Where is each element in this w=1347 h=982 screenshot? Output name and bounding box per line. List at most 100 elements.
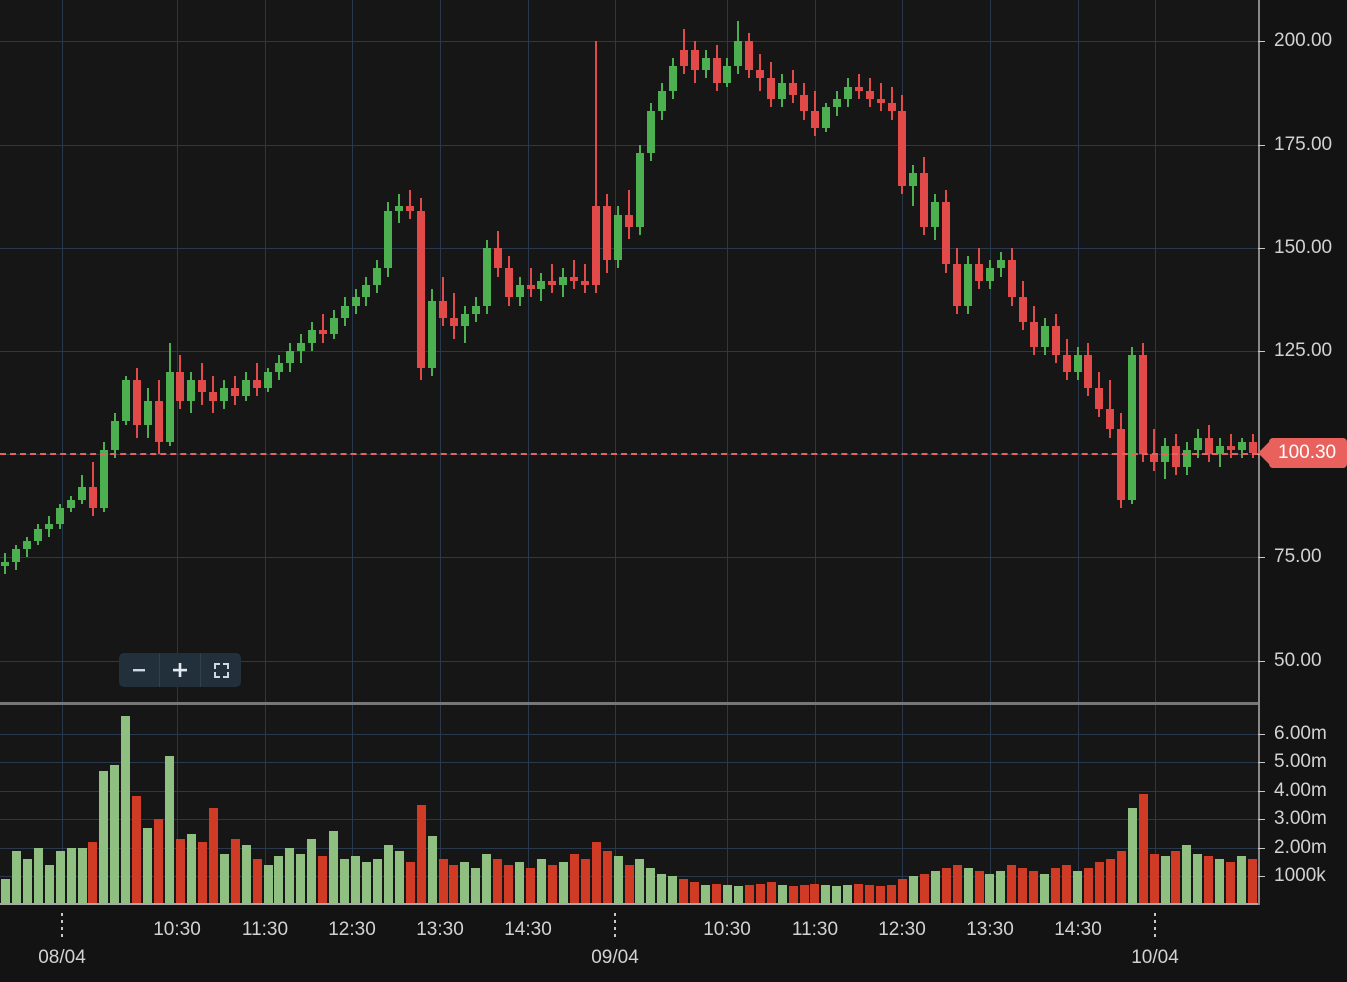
zoom-out-button[interactable] [119, 653, 159, 687]
volume-pane[interactable] [0, 705, 1258, 905]
candle-body [1062, 355, 1071, 372]
candle-wick [409, 189, 412, 219]
volume-bar [963, 867, 973, 905]
volume-bar [1193, 853, 1203, 905]
fit-screen-button[interactable] [200, 653, 241, 687]
volume-bar [132, 796, 142, 905]
candle-body [515, 284, 524, 298]
candle-body [165, 371, 174, 442]
candle-body [876, 99, 885, 104]
day-separator-tick [1154, 913, 1156, 937]
volume-bar [887, 885, 897, 905]
volume-bar [690, 882, 700, 905]
candle-body [121, 379, 130, 422]
volume-axis-label: 5.00m [1274, 751, 1327, 773]
gridline-horizontal [0, 762, 1258, 764]
gridline-vertical [265, 0, 266, 702]
volume-bar [952, 865, 962, 905]
candle-body [1117, 429, 1126, 500]
volume-bar [744, 885, 754, 905]
candle-body [931, 202, 940, 228]
time-label: 13:30 [416, 919, 464, 940]
time-label: 14:30 [1054, 919, 1102, 940]
volume-axis-tick [1258, 762, 1265, 764]
candle-body [581, 280, 590, 285]
volume-bar [307, 839, 317, 905]
candle-body [1193, 437, 1202, 451]
volume-bar [427, 836, 437, 905]
candle-body [1226, 445, 1235, 451]
volume-bar [679, 879, 689, 905]
volume-bar [635, 859, 645, 905]
candle-body [898, 111, 907, 186]
candle-body [832, 99, 841, 108]
zoom-toolbar[interactable] [119, 653, 241, 687]
volume-axis-tick [1258, 819, 1265, 821]
volume-bar [1149, 853, 1159, 905]
candle-wick [879, 82, 882, 112]
candle-body [329, 317, 338, 335]
volume-bar [296, 853, 306, 905]
volume-bar [810, 883, 820, 905]
candle-body [176, 371, 185, 401]
volume-axis-label: 6.00m [1274, 722, 1327, 744]
price-pane[interactable] [0, 0, 1258, 702]
candle-body [800, 94, 809, 112]
volume-bar [985, 873, 995, 905]
volume-bar [996, 870, 1006, 905]
gridline-horizontal [0, 351, 1258, 352]
candle-body [1007, 260, 1016, 298]
volume-bar [1138, 793, 1148, 905]
gridline-horizontal [0, 819, 1258, 821]
price-axis-tick [1258, 41, 1265, 43]
candle-body [56, 507, 65, 525]
volume-axis-tick [1258, 733, 1265, 735]
time-label: 12:30 [878, 919, 926, 940]
pane-separator[interactable] [0, 702, 1258, 705]
candle-body [1150, 454, 1159, 463]
candle-body [592, 206, 601, 285]
candle-body [340, 305, 349, 318]
volume-bar [405, 862, 415, 905]
candle-body [395, 206, 404, 211]
zoom-in-button[interactable] [159, 653, 200, 687]
candle-body [537, 280, 546, 290]
volume-bar [755, 883, 765, 905]
volume-axis-tick [1258, 847, 1265, 849]
gridline-horizontal [0, 733, 1258, 735]
candle-body [789, 82, 798, 95]
gridline-vertical [1155, 0, 1156, 702]
candle-body [635, 152, 644, 228]
price-axis-label: 200.00 [1274, 30, 1333, 52]
volume-axis-label: 2.00m [1274, 836, 1327, 858]
volume-bar [318, 856, 328, 905]
time-label: 12:30 [328, 919, 376, 940]
candle-body [625, 214, 633, 228]
volume-bar [372, 859, 382, 905]
volume-bar [241, 845, 251, 905]
volume-bar [1029, 870, 1039, 905]
day-separator-tick [614, 913, 616, 937]
gridline-vertical [615, 0, 616, 702]
volume-bar [1215, 859, 1225, 905]
gridline-vertical [440, 705, 441, 905]
volume-bar [1127, 807, 1137, 905]
volume-bar [1007, 865, 1017, 905]
time-axis[interactable]: 08/04 09/04 10/04 10:30 11:30 12:30 13:30 14:30… [0, 905, 1258, 982]
gridline-vertical [528, 0, 529, 702]
price-axis-label: 50.00 [1274, 649, 1322, 671]
volume-bar [1171, 850, 1181, 905]
volume-bar [821, 885, 831, 905]
candle-body [1084, 355, 1093, 389]
candle-body [657, 90, 666, 112]
candle-body [767, 78, 776, 100]
gridline-vertical [352, 0, 353, 702]
volume-bar [515, 862, 525, 905]
volume-bar [340, 859, 350, 905]
candle-body [78, 487, 87, 500]
volume-bar [1094, 862, 1104, 905]
gridline-vertical [615, 705, 616, 905]
day-label: 08/04 [38, 947, 86, 968]
candle-body [712, 57, 721, 83]
